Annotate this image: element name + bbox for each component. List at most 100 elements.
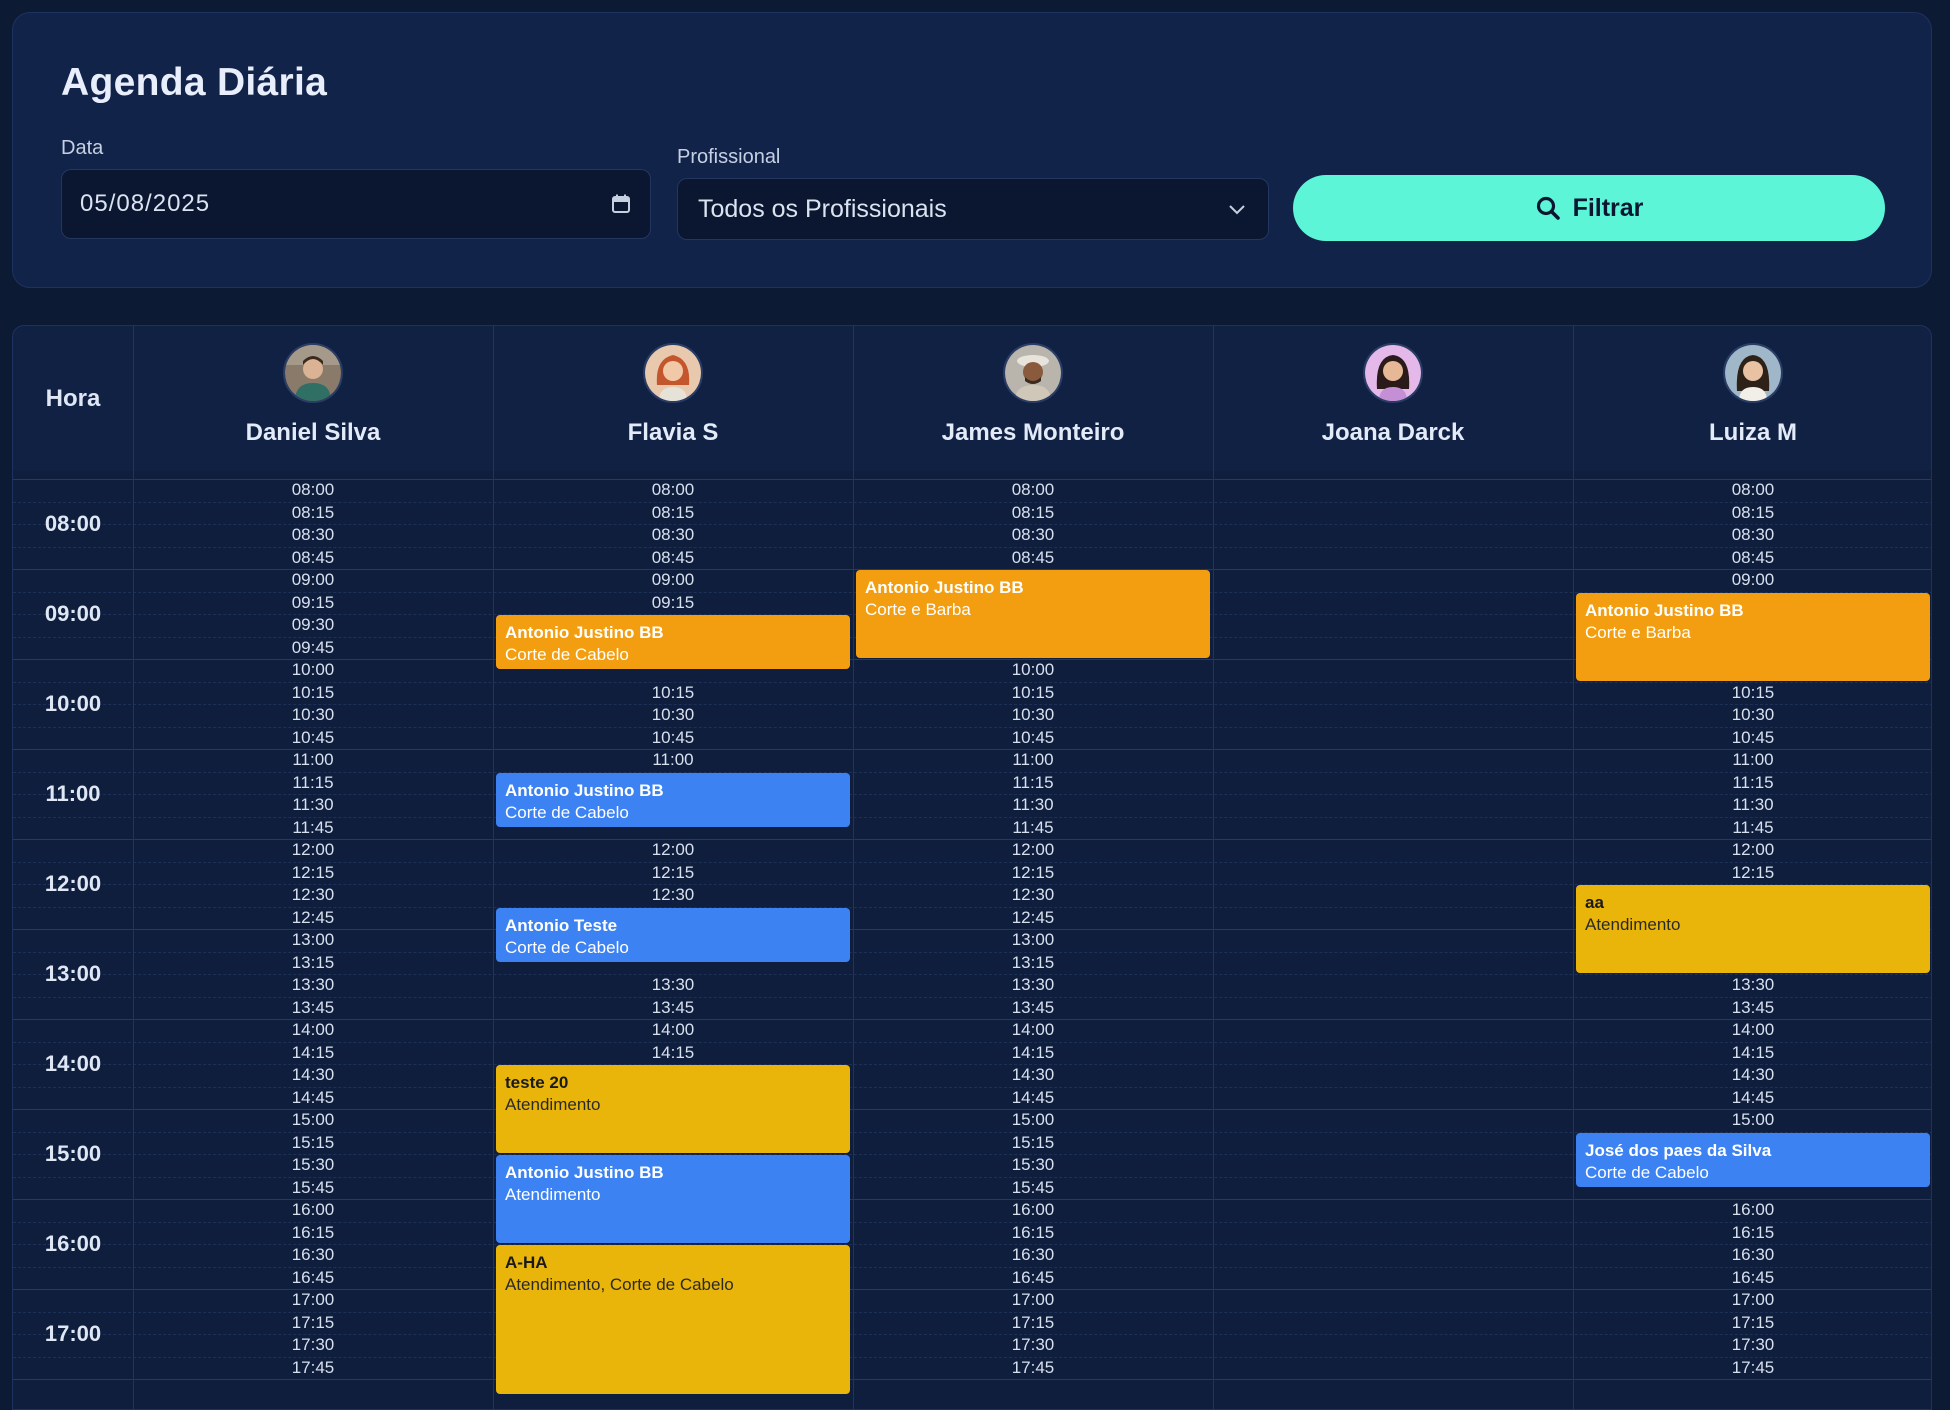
time-slot[interactable]: 16:15 [291, 1222, 335, 1242]
time-slot[interactable]: 17:15 [1731, 1312, 1775, 1332]
professional-select[interactable]: Todos os Profissionais [677, 178, 1269, 240]
time-slot[interactable]: 14:45 [1731, 1087, 1775, 1107]
time-slot[interactable]: 08:30 [291, 525, 335, 544]
time-slot[interactable]: 10:15 [1731, 682, 1775, 702]
time-slot[interactable]: 10:45 [1011, 727, 1055, 747]
time-slot[interactable]: 14:15 [651, 1042, 695, 1062]
time-slot[interactable]: 08:00 [291, 480, 335, 499]
time-slot[interactable]: 08:30 [1731, 525, 1775, 544]
time-slot[interactable]: 13:30 [291, 975, 335, 994]
time-slot[interactable]: 16:00 [1731, 1200, 1775, 1219]
appointment-card[interactable]: teste 20 Atendimento [496, 1065, 850, 1153]
time-slot[interactable]: 08:00 [651, 480, 695, 499]
time-slot[interactable]: 11:30 [1732, 795, 1774, 814]
time-slot[interactable]: 09:30 [291, 615, 335, 634]
time-slot[interactable]: 13:30 [1011, 975, 1055, 994]
appointment-card[interactable]: Antonio Justino BB Corte e Barba [856, 570, 1210, 658]
time-slot[interactable]: 13:30 [651, 975, 695, 994]
time-slot[interactable]: 14:00 [291, 1020, 335, 1039]
time-slot[interactable]: 13:15 [291, 952, 335, 972]
time-slot[interactable]: 12:00 [1731, 840, 1775, 859]
appointment-card[interactable]: Antonio Justino BB Atendimento [496, 1155, 850, 1243]
time-slot[interactable]: 15:00 [1011, 1110, 1055, 1129]
time-slot[interactable]: 12:45 [1011, 907, 1055, 927]
time-slot[interactable]: 08:15 [291, 502, 335, 522]
time-slot[interactable]: 08:30 [1011, 525, 1055, 544]
time-slot[interactable]: 10:45 [651, 727, 695, 747]
time-slot[interactable]: 13:00 [291, 930, 335, 949]
appointment-card[interactable]: Antonio Justino BB Corte de Cabelo [496, 772, 850, 827]
time-slot[interactable]: 17:45 [291, 1357, 335, 1377]
filter-button[interactable]: Filtrar [1293, 175, 1885, 241]
appointment-card[interactable]: A-HA Atendimento, Corte de Cabelo [496, 1245, 850, 1394]
appointment-card[interactable]: aa Atendimento [1576, 885, 1930, 973]
time-slot[interactable]: 11:00 [1012, 750, 1054, 769]
time-slot[interactable]: 14:45 [291, 1087, 335, 1107]
time-slot[interactable]: 17:30 [1011, 1335, 1055, 1354]
time-slot[interactable]: 08:00 [1011, 480, 1055, 499]
time-slot[interactable]: 15:45 [291, 1177, 335, 1197]
time-slot[interactable]: 11:15 [292, 772, 334, 792]
time-slot[interactable]: 11:00 [292, 750, 334, 769]
time-slot[interactable]: 08:15 [1011, 502, 1055, 522]
time-slot[interactable]: 17:45 [1731, 1357, 1775, 1377]
time-slot[interactable]: 12:15 [291, 862, 335, 882]
time-slot[interactable]: 16:30 [1011, 1245, 1055, 1264]
appointment-card[interactable]: Antonio Teste Corte de Cabelo [496, 907, 850, 962]
time-slot[interactable]: 14:00 [651, 1020, 695, 1039]
time-slot[interactable]: 09:45 [291, 637, 335, 657]
time-slot[interactable]: 11:15 [1732, 772, 1774, 792]
time-slot[interactable]: 10:30 [291, 705, 335, 724]
calendar-icon[interactable] [610, 193, 632, 215]
time-slot[interactable]: 08:15 [651, 502, 695, 522]
time-slot[interactable]: 15:00 [291, 1110, 335, 1129]
time-slot[interactable]: 14:30 [1731, 1065, 1775, 1084]
time-slot[interactable]: 15:30 [1011, 1155, 1055, 1174]
time-slot[interactable]: 14:15 [291, 1042, 335, 1062]
time-slot[interactable]: 08:45 [651, 547, 695, 567]
time-slot[interactable]: 12:45 [291, 907, 335, 927]
time-slot[interactable]: 11:30 [292, 795, 334, 814]
time-slot[interactable]: 12:00 [651, 840, 695, 859]
time-slot[interactable]: 10:15 [1011, 682, 1055, 702]
time-slot[interactable]: 10:15 [651, 682, 695, 702]
time-slot[interactable]: 11:45 [1732, 817, 1774, 837]
time-slot[interactable]: 11:15 [1012, 772, 1054, 792]
time-slot[interactable]: 17:15 [1011, 1312, 1055, 1332]
time-slot[interactable]: 14:30 [291, 1065, 335, 1084]
time-slot[interactable]: 13:45 [1731, 997, 1775, 1017]
time-slot[interactable]: 09:00 [651, 570, 695, 589]
time-slot[interactable]: 12:00 [291, 840, 335, 859]
time-slot[interactable]: 15:45 [1011, 1177, 1055, 1197]
time-slot[interactable]: 17:00 [1011, 1290, 1055, 1309]
time-slot[interactable]: 16:30 [291, 1245, 335, 1264]
time-slot[interactable]: 14:15 [1011, 1042, 1055, 1062]
time-slot[interactable]: 15:15 [1011, 1132, 1055, 1152]
time-slot[interactable]: 13:45 [651, 997, 695, 1017]
time-slot[interactable]: 08:45 [1731, 547, 1775, 567]
time-slot[interactable]: 14:00 [1731, 1020, 1775, 1039]
time-slot[interactable]: 14:45 [1011, 1087, 1055, 1107]
time-slot[interactable]: 08:30 [651, 525, 695, 544]
time-slot[interactable]: 12:15 [1731, 862, 1775, 882]
time-slot[interactable]: 12:15 [651, 862, 695, 882]
appointment-card[interactable]: Antonio Justino BB Corte de Cabelo [496, 615, 850, 670]
time-slot[interactable]: 17:30 [1731, 1335, 1775, 1354]
time-slot[interactable]: 17:30 [291, 1335, 335, 1354]
time-slot[interactable]: 15:15 [291, 1132, 335, 1152]
time-slot[interactable]: 11:30 [1012, 795, 1054, 814]
time-slot[interactable]: 12:30 [651, 885, 695, 904]
appointment-card[interactable]: Antonio Justino BB Corte e Barba [1576, 592, 1930, 681]
time-slot[interactable]: 11:00 [1732, 750, 1774, 769]
time-slot[interactable]: 13:45 [1011, 997, 1055, 1017]
time-slot[interactable]: 09:00 [1731, 570, 1775, 589]
time-slot[interactable]: 10:15 [291, 682, 335, 702]
time-slot[interactable]: 08:45 [291, 547, 335, 567]
time-slot[interactable]: 16:45 [1011, 1267, 1055, 1287]
time-slot[interactable]: 08:00 [1731, 480, 1775, 499]
date-field[interactable]: 05/08/2025 [61, 169, 651, 239]
appointment-card[interactable]: José dos paes da Silva Corte de Cabelo [1576, 1132, 1930, 1187]
time-slot[interactable]: 10:30 [651, 705, 695, 724]
time-slot[interactable]: 16:00 [291, 1200, 335, 1219]
time-slot[interactable]: 11:45 [292, 817, 334, 837]
